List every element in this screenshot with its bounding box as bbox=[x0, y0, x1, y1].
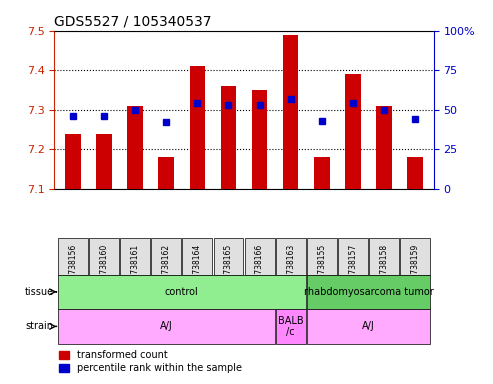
Bar bbox=[127, 106, 143, 189]
Text: GSM738165: GSM738165 bbox=[224, 243, 233, 290]
FancyBboxPatch shape bbox=[151, 238, 181, 275]
FancyBboxPatch shape bbox=[245, 238, 275, 275]
FancyBboxPatch shape bbox=[58, 238, 88, 275]
Bar bbox=[376, 106, 392, 189]
Bar bbox=[283, 35, 298, 189]
Text: strain: strain bbox=[26, 321, 54, 331]
Text: GSM738161: GSM738161 bbox=[131, 243, 140, 290]
Bar bbox=[190, 66, 205, 189]
Text: rhabdomyosarcoma tumor: rhabdomyosarcoma tumor bbox=[304, 287, 433, 297]
Text: GSM738155: GSM738155 bbox=[317, 243, 326, 290]
Bar bbox=[314, 157, 330, 189]
FancyBboxPatch shape bbox=[58, 275, 306, 309]
FancyBboxPatch shape bbox=[307, 309, 430, 344]
Text: A/J: A/J bbox=[362, 321, 375, 331]
Bar bbox=[158, 157, 174, 189]
Text: GSM738158: GSM738158 bbox=[380, 243, 388, 290]
FancyBboxPatch shape bbox=[276, 309, 306, 344]
Bar bbox=[345, 74, 361, 189]
Text: GSM738160: GSM738160 bbox=[100, 243, 108, 290]
FancyBboxPatch shape bbox=[338, 238, 368, 275]
Text: GSM738163: GSM738163 bbox=[286, 243, 295, 290]
Bar bbox=[252, 90, 267, 189]
Bar bbox=[407, 157, 423, 189]
FancyBboxPatch shape bbox=[89, 238, 119, 275]
Text: GSM738157: GSM738157 bbox=[349, 243, 357, 290]
Text: control: control bbox=[165, 287, 199, 297]
Text: A/J: A/J bbox=[160, 321, 173, 331]
Text: GSM738164: GSM738164 bbox=[193, 243, 202, 290]
Text: GSM738166: GSM738166 bbox=[255, 243, 264, 290]
Bar bbox=[96, 134, 112, 189]
FancyBboxPatch shape bbox=[213, 238, 244, 275]
Text: GSM738159: GSM738159 bbox=[411, 243, 420, 290]
Text: GDS5527 / 105340537: GDS5527 / 105340537 bbox=[54, 14, 211, 28]
Bar bbox=[65, 134, 81, 189]
FancyBboxPatch shape bbox=[307, 238, 337, 275]
FancyBboxPatch shape bbox=[276, 238, 306, 275]
FancyBboxPatch shape bbox=[58, 309, 275, 344]
FancyBboxPatch shape bbox=[307, 275, 430, 309]
Text: BALB
/c: BALB /c bbox=[278, 316, 304, 337]
Bar bbox=[221, 86, 236, 189]
Legend: transformed count, percentile rank within the sample: transformed count, percentile rank withi… bbox=[59, 351, 242, 373]
Text: GSM738156: GSM738156 bbox=[69, 243, 77, 290]
FancyBboxPatch shape bbox=[369, 238, 399, 275]
Text: tissue: tissue bbox=[25, 287, 54, 297]
FancyBboxPatch shape bbox=[120, 238, 150, 275]
FancyBboxPatch shape bbox=[400, 238, 430, 275]
FancyBboxPatch shape bbox=[182, 238, 212, 275]
Text: GSM738162: GSM738162 bbox=[162, 243, 171, 290]
